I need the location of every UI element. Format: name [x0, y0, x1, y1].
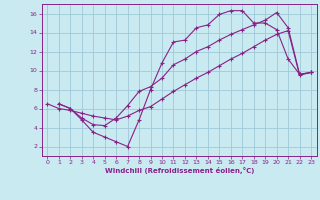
X-axis label: Windchill (Refroidissement éolien,°C): Windchill (Refroidissement éolien,°C) [105, 167, 254, 174]
